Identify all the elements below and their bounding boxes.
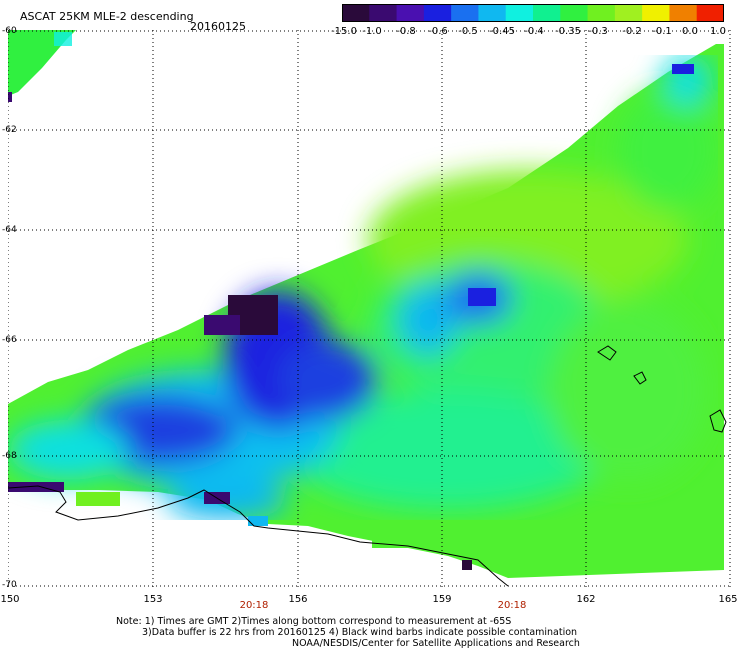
note-line-1: Note: 1) Times are GMT 2)Times along bot… — [116, 616, 512, 627]
lon-label: 150 — [0, 594, 20, 605]
colorbar — [342, 4, 724, 22]
colorbar-cell — [396, 4, 425, 22]
lon-label: 165 — [718, 594, 738, 605]
lat-label: -64 — [2, 225, 17, 235]
note-line-2: 3)Data buffer is 22 hrs from 20160125 4)… — [142, 627, 578, 638]
colorbar-label: -0.6 — [428, 26, 448, 37]
colorbar-label: -0.45 — [489, 26, 515, 37]
product-title: ASCAT 25KM MLE-2 descending — [20, 10, 194, 23]
colorbar-label: -0.3 — [588, 26, 608, 37]
colorbar-label: -0.5 — [458, 26, 478, 37]
lon-label: 159 — [432, 594, 452, 605]
colorbar-cell — [369, 4, 398, 22]
colorbar-cell — [451, 4, 479, 22]
colorbar-label: -0.2 — [622, 26, 642, 37]
map-plot — [8, 30, 732, 588]
colorbar-cell — [342, 4, 370, 22]
colorbar-label: -0.8 — [396, 26, 416, 37]
lat-label: -70 — [2, 580, 17, 590]
lon-label: 153 — [143, 594, 163, 605]
colorbar-cell — [642, 4, 670, 22]
colorbar-cell — [560, 4, 589, 22]
colorbar-cell — [423, 4, 452, 22]
colorbar-label: -1.0 — [362, 26, 382, 37]
data-swath — [8, 30, 724, 578]
product-date: 20160125 — [190, 20, 246, 33]
colorbar-cell — [696, 4, 724, 22]
lat-label: -62 — [2, 125, 17, 135]
lon-label: 162 — [576, 594, 596, 605]
colorbar-cell — [669, 4, 698, 22]
colorbar-label: 1.0 — [710, 26, 726, 37]
lat-label: -60 — [2, 26, 17, 36]
colorbar-cell — [533, 4, 561, 22]
colorbar-cell — [505, 4, 534, 22]
colorbar-cell — [614, 4, 643, 22]
colorbar-cell — [587, 4, 616, 22]
lat-label: -68 — [2, 451, 17, 461]
time-label: 20:18 — [497, 600, 527, 611]
time-label: 20:18 — [239, 600, 269, 611]
graticule — [8, 30, 732, 588]
colorbar-label: -0.4 — [524, 26, 544, 37]
lon-label: 156 — [288, 594, 308, 605]
colorbar-cell — [478, 4, 507, 22]
coastline — [8, 345, 727, 587]
colorbar-label: 0.0 — [682, 26, 698, 37]
lat-label: -66 — [2, 335, 17, 345]
note-line-3: NOAA/NESDIS/Center for Satellite Applica… — [292, 638, 580, 649]
colorbar-label: -0.1 — [652, 26, 672, 37]
